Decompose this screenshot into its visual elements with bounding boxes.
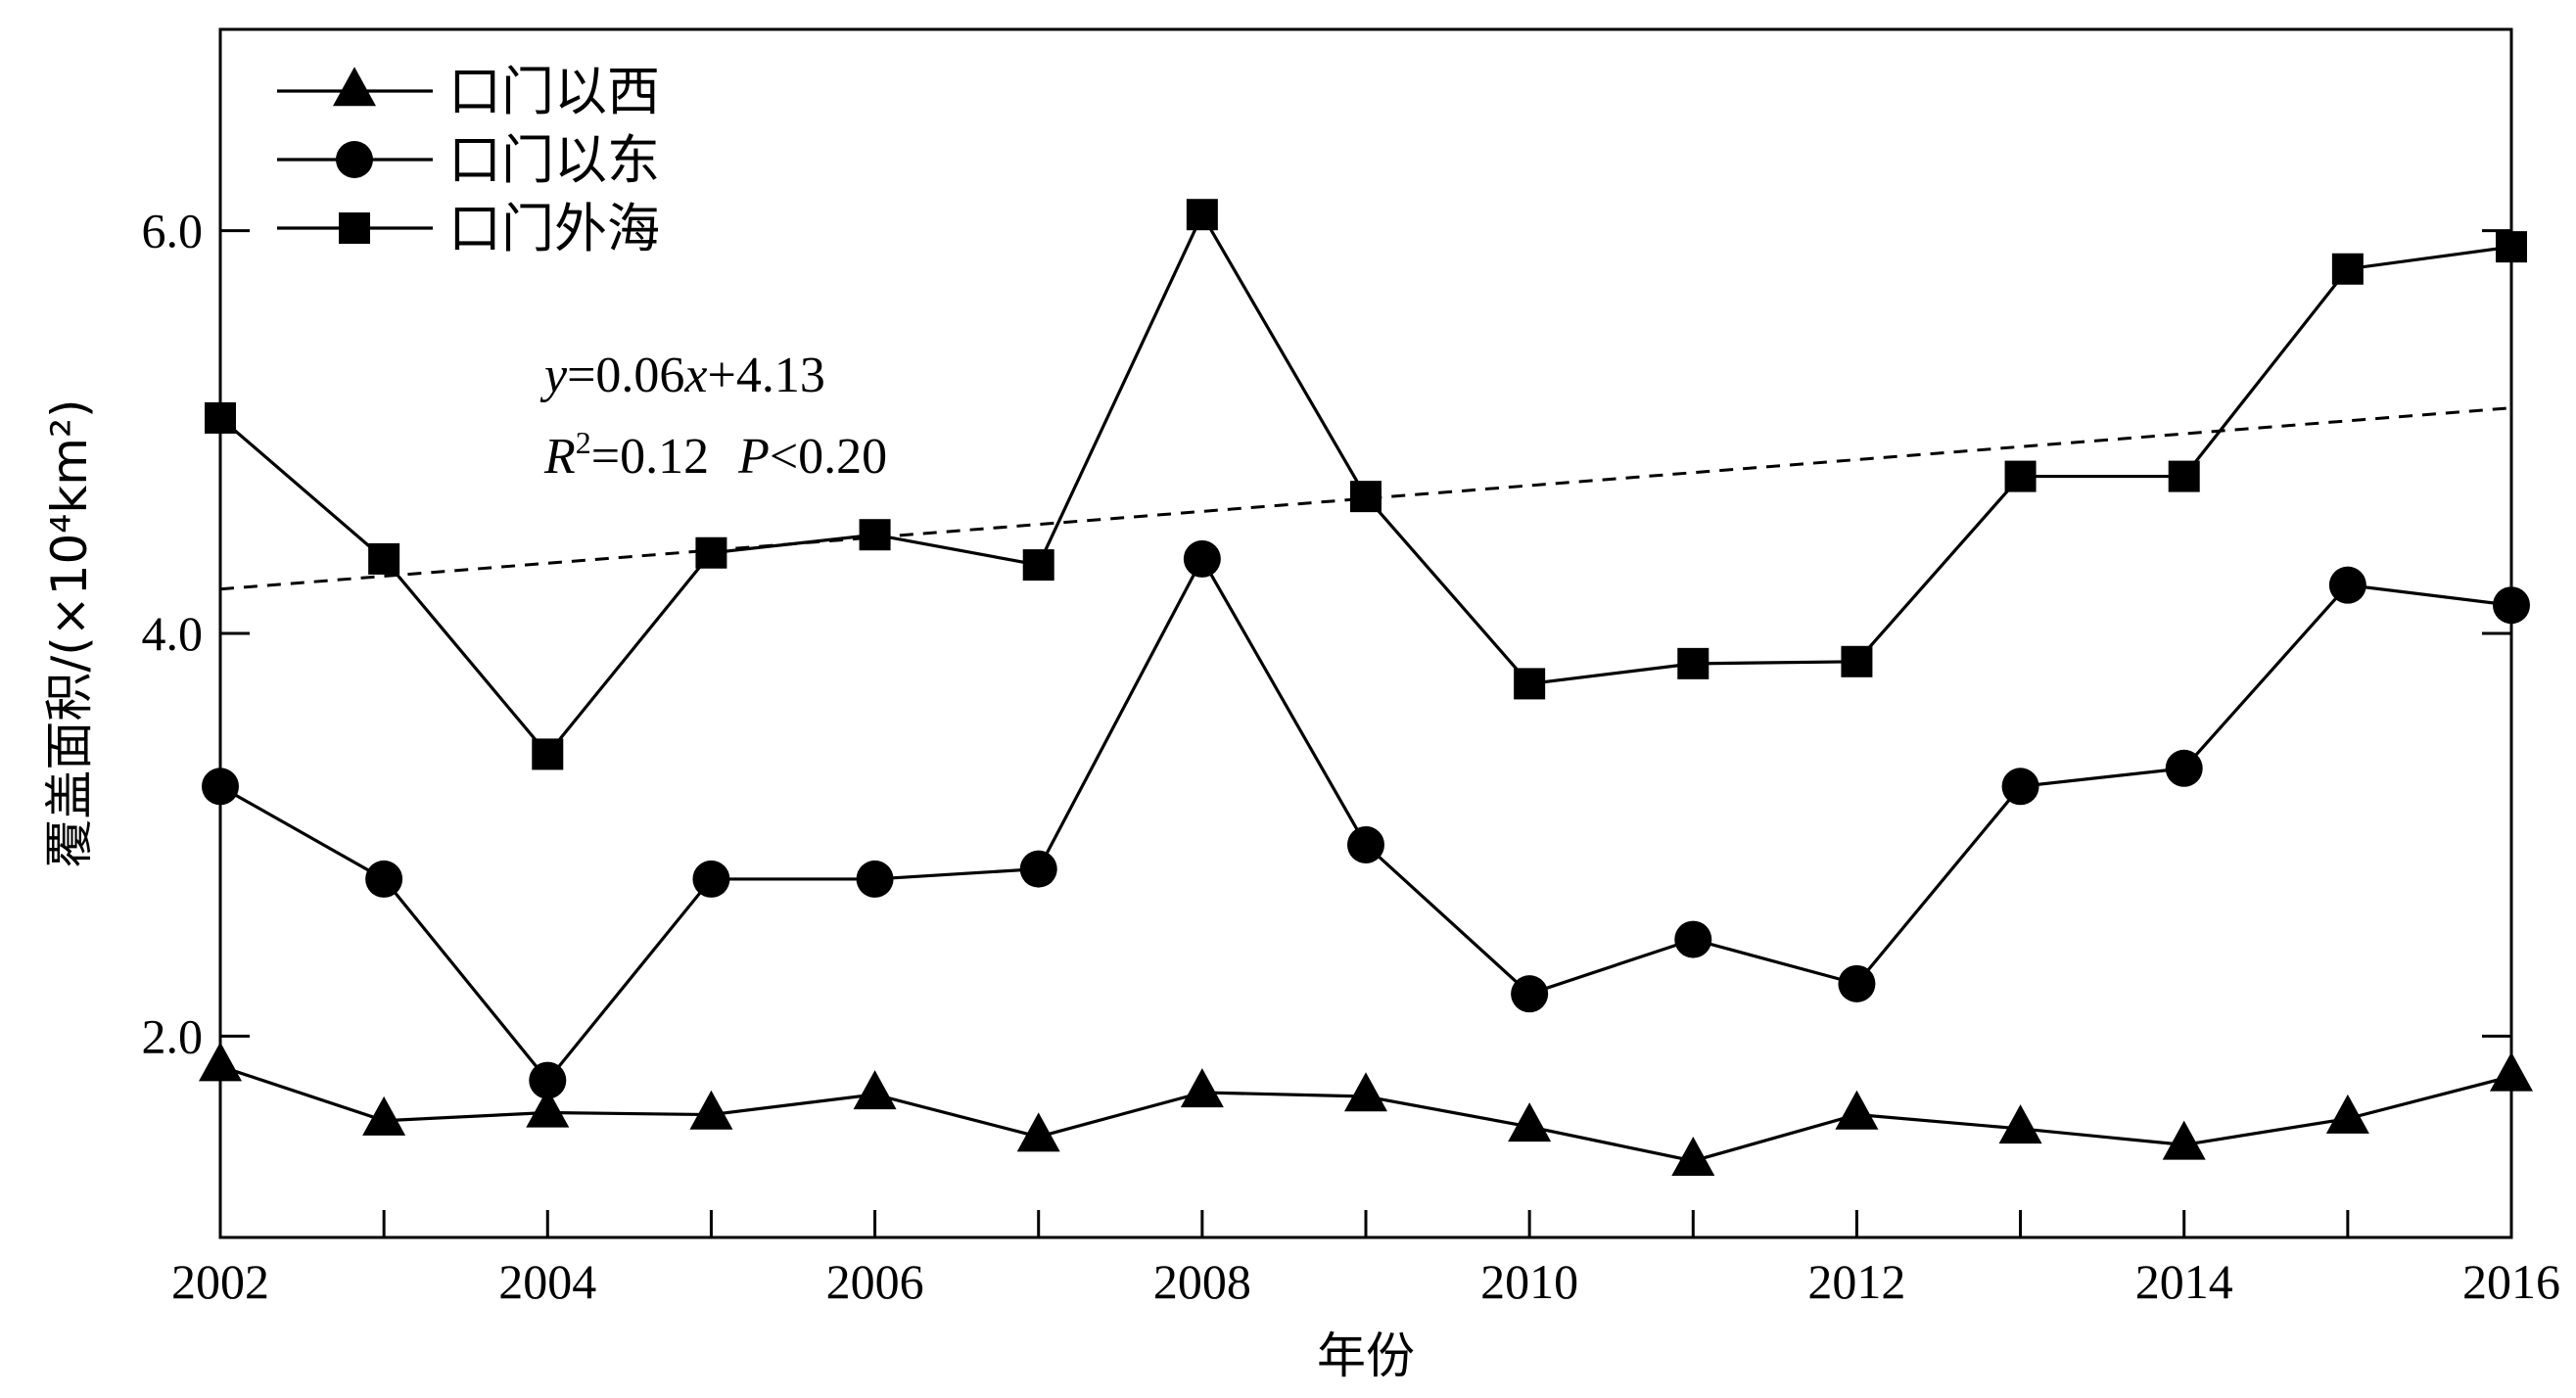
data-point [856,860,894,898]
data-point [532,738,564,770]
legend-item: 口门以东 [277,129,660,191]
data-point [529,1061,567,1099]
data-point [368,542,400,575]
legend-marker [336,141,373,178]
data-point [205,401,236,434]
data-point [1674,920,1712,958]
data-point [1183,539,1221,578]
data-point [1016,1112,1060,1152]
data-point [1841,645,1873,677]
data-point [1514,668,1546,700]
trendline-group [219,406,2512,591]
legend-label: 口门外海 [448,198,660,259]
data-point [1344,1072,1387,1112]
legend-item: 口门以西 [277,61,660,122]
series-1 [199,1042,2533,1177]
regression-stats: R2=0.12 P<0.20 [543,425,887,485]
data-point [362,1095,406,1136]
x-tick-label: 2002 [171,1254,269,1309]
trendline [219,406,2512,591]
data-point [859,519,891,551]
series-line [219,555,2512,1084]
x-tick-label: 2004 [498,1254,596,1309]
data-point [2001,768,2039,806]
data-point [2490,1051,2533,1092]
x-tick-label: 2016 [2462,1254,2560,1309]
series-3 [205,199,2527,770]
data-point [1508,1102,1552,1142]
series-2 [202,539,2530,1099]
data-point [1998,1104,2042,1144]
legend-label: 口门以西 [448,61,660,122]
data-point [1511,975,1549,1013]
data-point [2168,460,2200,492]
regression-equation: y=0.06x+4.13 [539,348,825,403]
data-point [1677,647,1710,679]
x-tick-label: 2010 [1480,1254,1578,1309]
y-axis-label: 覆盖面积/(×10⁴km²) [41,398,98,867]
stats-r: R [543,429,576,485]
eq-intercept: +4.13 [708,348,825,403]
eq-y-var: y [539,348,568,403]
eq-slope: =0.06 [567,348,684,403]
data-point [2331,253,2364,285]
data-point [1186,199,1218,231]
data-point [1671,1137,1715,1177]
data-point [1838,964,1876,1002]
data-point [692,860,730,898]
data-point [2328,566,2366,604]
stats-p-value: <0.20 [770,429,887,485]
legend-item: 口门外海 [277,198,660,259]
data-point [365,860,403,898]
data-point [1347,825,1384,863]
stats-r-value: =0.12 [591,429,709,485]
legend-label: 口门以东 [448,129,660,191]
x-tick-label: 2014 [2135,1254,2233,1309]
data-point [2496,231,2527,263]
data-point [1835,1090,1879,1130]
data-point [2325,1094,2369,1134]
series-group [199,199,2533,1177]
legend-marker [333,67,376,107]
data-point [689,1090,733,1130]
data-point [1350,481,1382,513]
y-tick-label: 4.0 [142,606,204,661]
legend-marker [339,212,370,244]
data-point [2493,586,2530,625]
axis-ticks: 2002 2004 2006 2008 2010 2012 2014 2016 2.0 4.0 6.… [142,204,2561,1309]
x-tick-label: 2012 [1807,1254,1905,1309]
x-axis-label: 年份 [1317,1328,1415,1384]
y-tick-label: 6.0 [142,204,204,258]
data-point [199,1042,242,1082]
x-tick-label: 2006 [826,1254,924,1309]
data-point [853,1070,897,1110]
stats-p: P [737,429,770,485]
x-tick-label: 2008 [1153,1254,1251,1309]
stats-r-exp: 2 [576,425,591,460]
data-point [2004,460,2037,492]
y-axis-label-group: 覆盖面积/(×10⁴km²) [41,398,98,867]
data-point [1019,850,1057,888]
data-point [526,1088,570,1128]
data-point [2162,1120,2206,1160]
data-point [202,768,239,806]
y-tick-label: 2.0 [142,1008,204,1063]
data-point [1180,1068,1224,1108]
data-point [1022,549,1054,582]
data-point [2165,749,2203,787]
data-point [695,536,727,569]
eq-x-var: x [683,348,707,403]
